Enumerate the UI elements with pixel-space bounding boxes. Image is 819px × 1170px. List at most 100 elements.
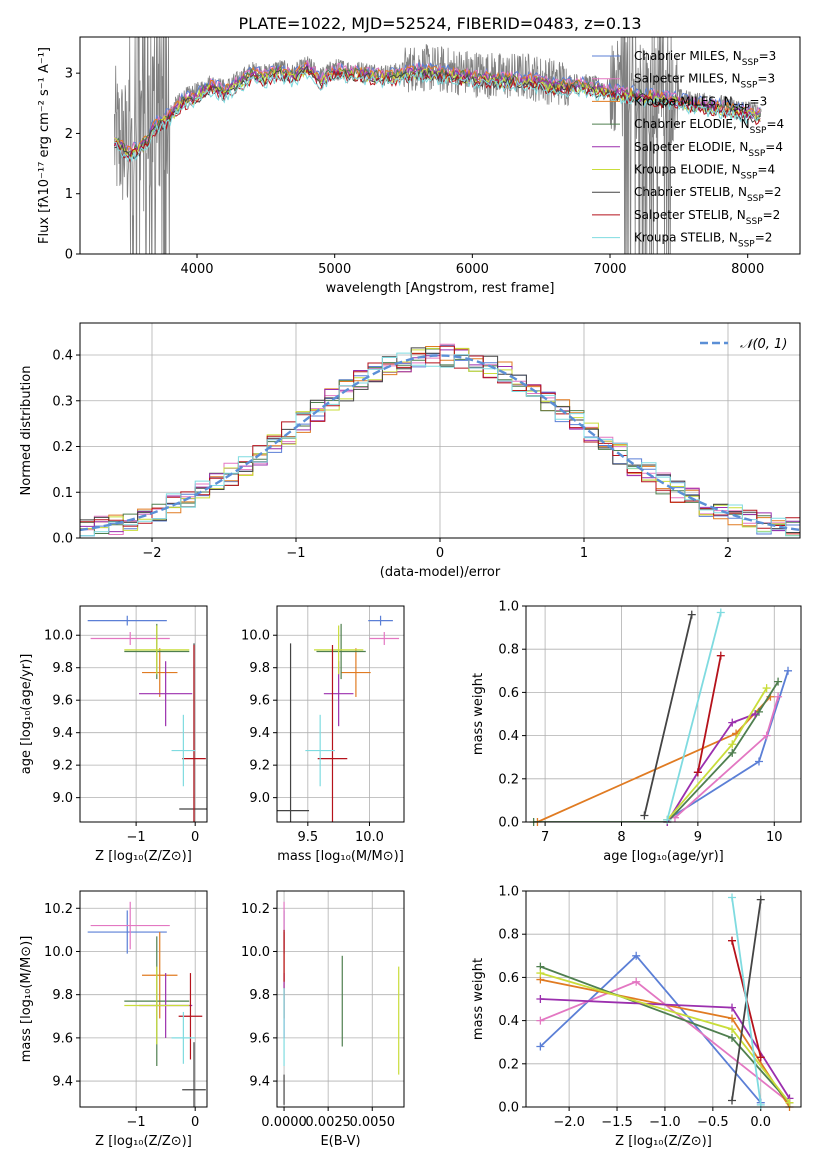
weight-marker bbox=[728, 718, 737, 727]
x-tick-label: 0.0050 bbox=[350, 1115, 396, 1130]
errorbar-point bbox=[305, 714, 335, 787]
panel-weight-vs-age: 7 8 9 10 0.0 0.2 0.4 0.6 0.8 1.0 age [log₁₀(age/yr… bbox=[471, 600, 802, 864]
axes-frame bbox=[525, 890, 802, 1108]
errorbar-point bbox=[369, 631, 400, 645]
y-tick-label: 9.2 bbox=[249, 759, 270, 774]
weight-marker bbox=[756, 895, 765, 904]
y-tick-label: 0.6 bbox=[498, 971, 519, 986]
weight-series bbox=[697, 655, 722, 773]
x-tick-label: 6000 bbox=[456, 262, 489, 277]
x-tick-label: 0.0 bbox=[750, 1115, 771, 1130]
y-tick-label: 1 bbox=[65, 187, 73, 202]
axes-frame bbox=[79, 605, 208, 823]
x-tick-label: 7 bbox=[541, 830, 549, 845]
x-axis-label: E(B-V) bbox=[320, 1134, 360, 1149]
x-axis-label: (data-model)/error bbox=[380, 565, 501, 580]
x-tick-label: −1 bbox=[127, 1115, 146, 1130]
weight-series bbox=[666, 612, 722, 821]
errorbar-point bbox=[316, 623, 366, 680]
weight-series bbox=[539, 954, 762, 1104]
legend: Chabrier MILES, NSSP=3 Salpeter MILES, NS… bbox=[592, 49, 784, 250]
y-tick-label: 9.4 bbox=[52, 726, 73, 741]
y-tick-label: 9.8 bbox=[249, 988, 270, 1003]
errorbar-point bbox=[182, 1042, 206, 1107]
errorbar-point bbox=[171, 1011, 196, 1064]
x-tick-label: 0 bbox=[191, 830, 199, 845]
x-axis-label: wavelength [Angstrom, rest frame] bbox=[326, 281, 555, 296]
weight-marker bbox=[632, 951, 641, 960]
residual-histogram bbox=[80, 352, 800, 537]
weight-marker bbox=[751, 710, 760, 718]
x-tick-label: −2 bbox=[142, 546, 161, 561]
x-tick-label: 8000 bbox=[731, 262, 764, 277]
normal-curve bbox=[80, 354, 800, 532]
axes-frame bbox=[276, 890, 405, 1108]
x-axis-label: Z [log₁₀(Z/Z⊙)] bbox=[95, 849, 192, 864]
weight-marker bbox=[774, 677, 783, 686]
y-tick-label: 0.2 bbox=[498, 772, 519, 787]
weight-series bbox=[674, 696, 779, 819]
y-tick-label: 1.0 bbox=[498, 600, 519, 615]
x-tick-label: −1.0 bbox=[649, 1115, 681, 1130]
weight-marker bbox=[756, 1053, 765, 1062]
weight-marker bbox=[536, 1016, 545, 1025]
x-tick-label: 4000 bbox=[180, 262, 213, 277]
legend-entry: Chabrier ELODIE, NSSP=4 bbox=[634, 117, 784, 136]
weight-marker bbox=[728, 1096, 737, 1105]
y-tick-label: 0.6 bbox=[498, 686, 519, 701]
chart-title: PLATE=1022, MJD=52524, FIBERID=0483, z=0… bbox=[238, 14, 641, 33]
y-tick-label: 9.0 bbox=[249, 791, 270, 806]
weight-marker bbox=[663, 815, 672, 824]
weight-marker bbox=[716, 608, 725, 617]
y-axis-label: age [log₁₀(age/yr)] bbox=[19, 654, 34, 775]
x-tick-label: 5000 bbox=[318, 262, 351, 277]
y-tick-label: 9.6 bbox=[52, 1031, 73, 1046]
x-tick-label: −1 bbox=[127, 830, 146, 845]
y-tick-label: 2 bbox=[65, 127, 73, 142]
x-axis-label: Z [log₁₀(Z/Z⊙)] bbox=[95, 1134, 192, 1149]
errorbar-point bbox=[313, 625, 364, 675]
weight-marker bbox=[774, 692, 783, 701]
x-tick-label: −1 bbox=[286, 546, 305, 561]
y-tick-label: 9.8 bbox=[52, 661, 73, 676]
legend-entry: Chabrier STELIB, NSSP=2 bbox=[634, 185, 782, 204]
weight-marker bbox=[762, 731, 771, 740]
legend-entry: Kroupa ELODIE, NSSP=4 bbox=[634, 163, 775, 182]
y-tick-label: 0.4 bbox=[498, 1014, 519, 1029]
x-tick-label: 0 bbox=[191, 1115, 199, 1130]
weight-marker bbox=[762, 684, 771, 693]
y-tick-label: 0.2 bbox=[52, 440, 73, 455]
weight-series bbox=[666, 713, 756, 822]
y-tick-label: 9.6 bbox=[249, 1031, 270, 1046]
weight-marker bbox=[716, 651, 725, 660]
y-tick-label: 9.2 bbox=[52, 759, 73, 774]
x-tick-label: 10.0 bbox=[355, 830, 384, 845]
y-tick-label: 9.4 bbox=[249, 1075, 270, 1090]
y-tick-label: 9.6 bbox=[52, 694, 73, 709]
y-tick-label: 9.0 bbox=[52, 791, 73, 806]
y-axis-label: mass weight bbox=[471, 673, 486, 755]
y-tick-label: 9.8 bbox=[52, 988, 73, 1003]
axes-frame bbox=[79, 890, 208, 1108]
residual-histogram bbox=[80, 345, 800, 529]
x-axis-label: mass [log₁₀(M/M⊙)] bbox=[277, 849, 404, 864]
x-tick-label: 2 bbox=[724, 546, 732, 561]
panel-spectrum: 4000 5000 6000 7000 8000 0 1 2 3 wavelength [Angs… bbox=[37, 14, 801, 296]
weight-marker bbox=[687, 610, 696, 619]
y-tick-label: 1.0 bbox=[498, 885, 519, 900]
weight-series bbox=[537, 696, 772, 822]
y-tick-label: 0.8 bbox=[498, 643, 519, 658]
panel-weight-vs-Z: −2.0 −1.5 −1.0 −0.5 0.0 0.0 0.2 0.4 0.6 0.8 1.0 Z [… bbox=[471, 885, 802, 1149]
x-tick-label: −1.5 bbox=[601, 1115, 633, 1130]
weight-marker bbox=[728, 1014, 737, 1023]
weight-marker bbox=[693, 768, 702, 777]
axes-frame bbox=[79, 36, 801, 255]
legend-entry: Kroupa MILES, NSSP=3 bbox=[634, 94, 767, 113]
x-tick-label: 0.0000 bbox=[261, 1115, 307, 1130]
errorbar-point bbox=[368, 615, 393, 626]
y-tick-label: 10.2 bbox=[44, 902, 73, 917]
y-tick-label: 10.0 bbox=[241, 629, 270, 644]
weight-series bbox=[643, 614, 693, 816]
legend-entry: 𝒩(0, 1) bbox=[740, 337, 787, 352]
